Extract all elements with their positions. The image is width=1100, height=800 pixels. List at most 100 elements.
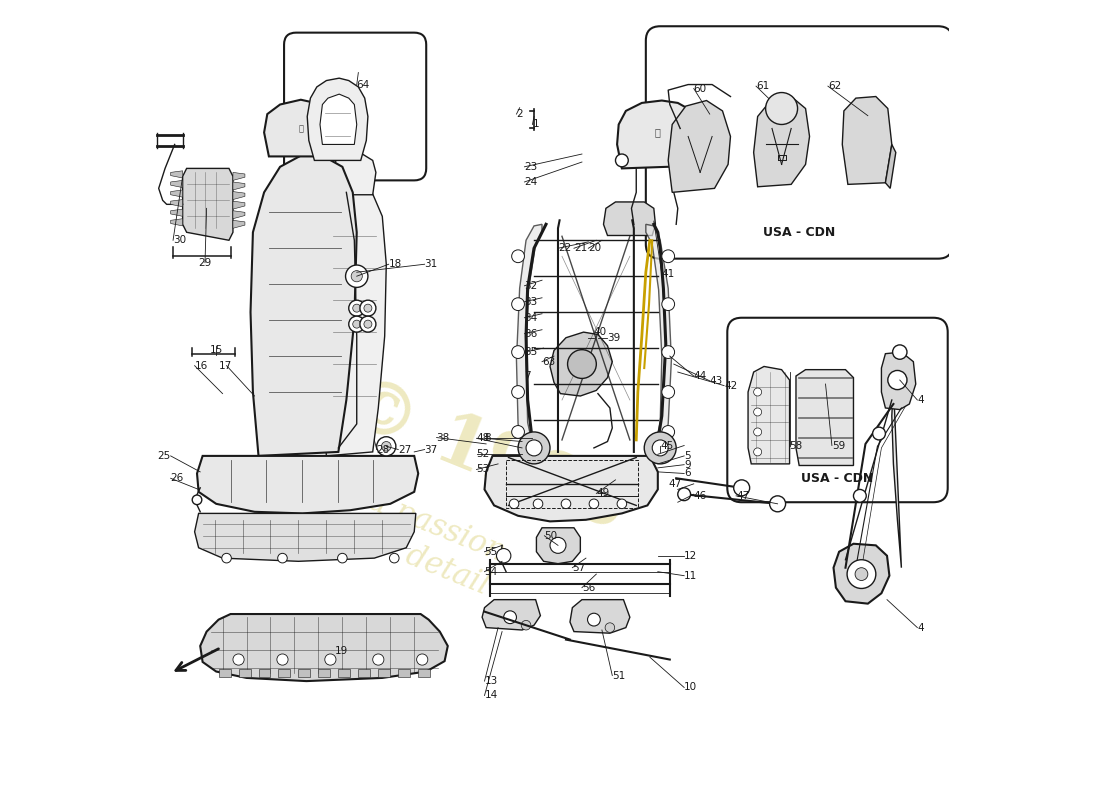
Text: 16: 16 xyxy=(195,361,208,370)
Polygon shape xyxy=(359,669,371,677)
Text: 39: 39 xyxy=(607,333,620,342)
Circle shape xyxy=(345,265,367,287)
Text: 27: 27 xyxy=(398,445,411,454)
Circle shape xyxy=(512,298,525,310)
Polygon shape xyxy=(183,169,233,240)
Text: 38: 38 xyxy=(437,433,450,442)
Polygon shape xyxy=(195,514,416,562)
Text: 11: 11 xyxy=(684,570,697,581)
Polygon shape xyxy=(617,101,697,169)
Text: 32: 32 xyxy=(525,281,538,290)
FancyBboxPatch shape xyxy=(727,318,948,502)
Text: 46: 46 xyxy=(694,491,707,501)
Circle shape xyxy=(512,426,525,438)
Polygon shape xyxy=(482,600,540,630)
Polygon shape xyxy=(239,669,251,677)
Polygon shape xyxy=(796,370,854,466)
Circle shape xyxy=(754,408,761,416)
Text: 26: 26 xyxy=(170,474,184,483)
Polygon shape xyxy=(170,209,183,216)
Polygon shape xyxy=(258,669,271,677)
Text: 4: 4 xyxy=(917,622,924,633)
Circle shape xyxy=(277,554,287,563)
Polygon shape xyxy=(170,180,183,187)
Circle shape xyxy=(662,386,674,398)
Polygon shape xyxy=(378,669,390,677)
Circle shape xyxy=(376,437,396,456)
Circle shape xyxy=(417,654,428,665)
Polygon shape xyxy=(754,97,810,186)
Polygon shape xyxy=(570,600,630,633)
Text: 28: 28 xyxy=(376,445,390,454)
Circle shape xyxy=(754,428,761,436)
Circle shape xyxy=(616,154,628,167)
Text: 15: 15 xyxy=(210,346,223,355)
Circle shape xyxy=(872,427,886,440)
Circle shape xyxy=(561,499,571,509)
Text: 41: 41 xyxy=(662,269,675,279)
Circle shape xyxy=(587,614,601,626)
Text: 57: 57 xyxy=(572,562,585,573)
Text: 43: 43 xyxy=(710,376,723,386)
Circle shape xyxy=(504,611,517,624)
Polygon shape xyxy=(843,97,892,184)
Circle shape xyxy=(888,370,907,390)
Polygon shape xyxy=(200,614,448,681)
FancyBboxPatch shape xyxy=(284,33,426,180)
Polygon shape xyxy=(219,669,231,677)
Text: 🐎: 🐎 xyxy=(654,127,661,138)
Polygon shape xyxy=(881,352,916,410)
Polygon shape xyxy=(886,145,895,188)
Polygon shape xyxy=(233,210,245,218)
Polygon shape xyxy=(170,170,183,178)
Text: 60: 60 xyxy=(694,83,707,94)
Polygon shape xyxy=(834,544,890,604)
Polygon shape xyxy=(333,154,376,194)
Polygon shape xyxy=(170,199,183,206)
Circle shape xyxy=(617,499,627,509)
Text: 35: 35 xyxy=(525,347,538,357)
Text: 10: 10 xyxy=(684,682,697,693)
Circle shape xyxy=(854,490,867,502)
Circle shape xyxy=(550,538,566,554)
Text: 47: 47 xyxy=(668,479,681,489)
Circle shape xyxy=(512,346,525,358)
Circle shape xyxy=(509,499,519,509)
Polygon shape xyxy=(668,101,730,192)
Text: 13: 13 xyxy=(484,676,498,686)
Circle shape xyxy=(277,654,288,665)
Text: 5: 5 xyxy=(684,451,691,461)
Polygon shape xyxy=(339,669,350,677)
Circle shape xyxy=(678,488,691,501)
Text: 33: 33 xyxy=(525,297,538,306)
Polygon shape xyxy=(307,78,367,161)
Polygon shape xyxy=(646,224,671,456)
Polygon shape xyxy=(278,669,290,677)
Polygon shape xyxy=(320,94,356,145)
Circle shape xyxy=(192,495,201,505)
Text: 8: 8 xyxy=(484,433,491,442)
Text: 34: 34 xyxy=(525,313,538,322)
Polygon shape xyxy=(298,669,310,677)
Text: 44: 44 xyxy=(694,371,707,381)
Circle shape xyxy=(855,568,868,581)
Text: 20: 20 xyxy=(588,243,602,254)
Circle shape xyxy=(766,93,797,125)
Polygon shape xyxy=(233,191,245,199)
Polygon shape xyxy=(550,332,613,396)
Text: 64: 64 xyxy=(356,79,370,90)
Circle shape xyxy=(662,298,674,310)
Circle shape xyxy=(353,320,361,328)
Text: 53: 53 xyxy=(476,465,490,474)
Text: 49: 49 xyxy=(596,489,609,498)
Polygon shape xyxy=(170,218,183,226)
Circle shape xyxy=(590,499,598,509)
Polygon shape xyxy=(233,220,245,228)
Polygon shape xyxy=(604,202,656,235)
Circle shape xyxy=(770,496,785,512)
Text: 2: 2 xyxy=(517,109,524,119)
Text: 55: 55 xyxy=(484,546,498,557)
Circle shape xyxy=(512,250,525,262)
Text: 24: 24 xyxy=(525,177,538,187)
Circle shape xyxy=(568,350,596,378)
